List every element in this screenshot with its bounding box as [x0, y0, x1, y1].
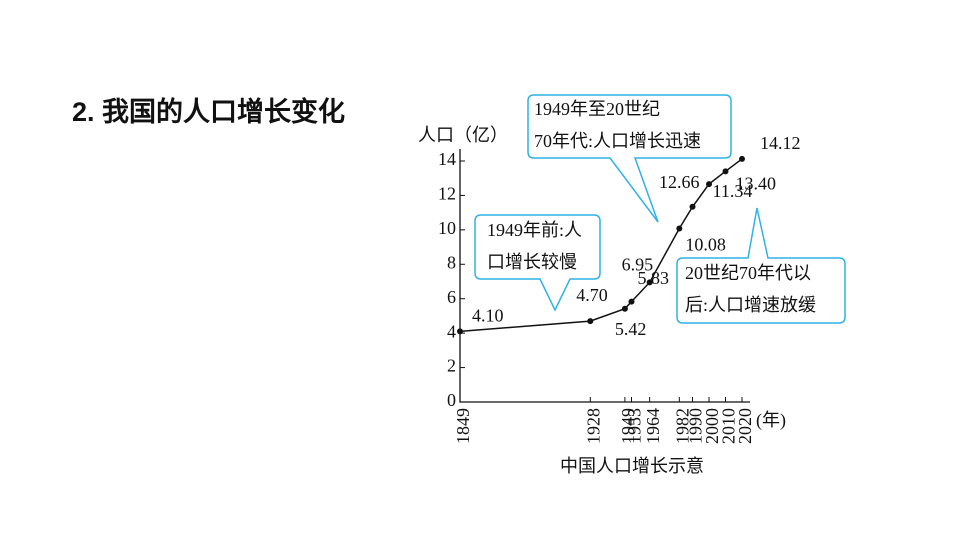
y-tick-label: 12 — [438, 184, 456, 204]
y-tick-label: 10 — [438, 218, 456, 238]
y-tick-label: 8 — [447, 252, 456, 272]
data-point — [587, 318, 594, 325]
y-tick-label: 6 — [447, 287, 456, 307]
x-tick-label: 2000 — [702, 408, 722, 444]
data-point — [676, 225, 683, 232]
y-tick-label: 2 — [447, 356, 456, 376]
x-tick-label: 1849 — [453, 408, 473, 444]
data-label: 13.40 — [736, 173, 777, 193]
data-line — [459, 158, 743, 333]
x-tick-label: 1982 — [672, 408, 692, 444]
data-label: 12.66 — [659, 172, 700, 192]
caption: 中国人口增长示意 — [560, 456, 704, 476]
x-tick-label: 2010 — [719, 408, 739, 444]
callout-text: 20世纪70年代以 — [685, 263, 811, 283]
x-tick-label: 1964 — [643, 408, 663, 444]
x-tick-label: 1928 — [583, 408, 603, 444]
data-label: 14.12 — [760, 133, 801, 153]
x-tick-label: 1990 — [686, 408, 706, 444]
data-point — [621, 305, 628, 312]
callout — [676, 207, 846, 324]
data-point — [457, 328, 463, 335]
data-label: 4.10 — [472, 306, 504, 326]
callout-text: 70年代:人口增长迅速 — [534, 131, 701, 151]
data-point — [722, 168, 729, 175]
x-axis-label: (年) — [756, 410, 786, 431]
y-tick-label: 4 — [447, 321, 456, 341]
callout-text: 后:人口增速放缓 — [685, 295, 816, 315]
data-label: 11.34 — [713, 181, 753, 201]
callout — [474, 214, 601, 312]
y-tick-label: 0 — [447, 390, 456, 410]
slide-title: 2. 我国的人口增长变化 — [72, 96, 345, 127]
callout-text: 口增长较慢 — [487, 252, 577, 272]
x-tick-label: 1953 — [625, 408, 645, 444]
data-label: 6.95 — [622, 254, 654, 274]
x-tick-label: 1949 — [618, 408, 638, 444]
callout — [527, 94, 732, 223]
callout-text: 1949年至20世纪 — [534, 99, 660, 119]
data-label: 10.08 — [685, 235, 726, 255]
data-point — [689, 203, 696, 210]
data-point — [739, 155, 745, 162]
data-label: 5.42 — [615, 319, 647, 339]
data-point — [646, 279, 653, 286]
data-label: 5.83 — [638, 268, 670, 288]
data-label: 4.70 — [576, 285, 608, 305]
y-tick-label: 14 — [438, 149, 456, 169]
x-tick-label: 2020 — [735, 408, 755, 444]
callout-text: 1949年前:人 — [487, 220, 582, 240]
y-axis-label: 人口（亿） — [418, 125, 508, 145]
data-point — [706, 181, 713, 188]
data-point — [628, 298, 635, 305]
